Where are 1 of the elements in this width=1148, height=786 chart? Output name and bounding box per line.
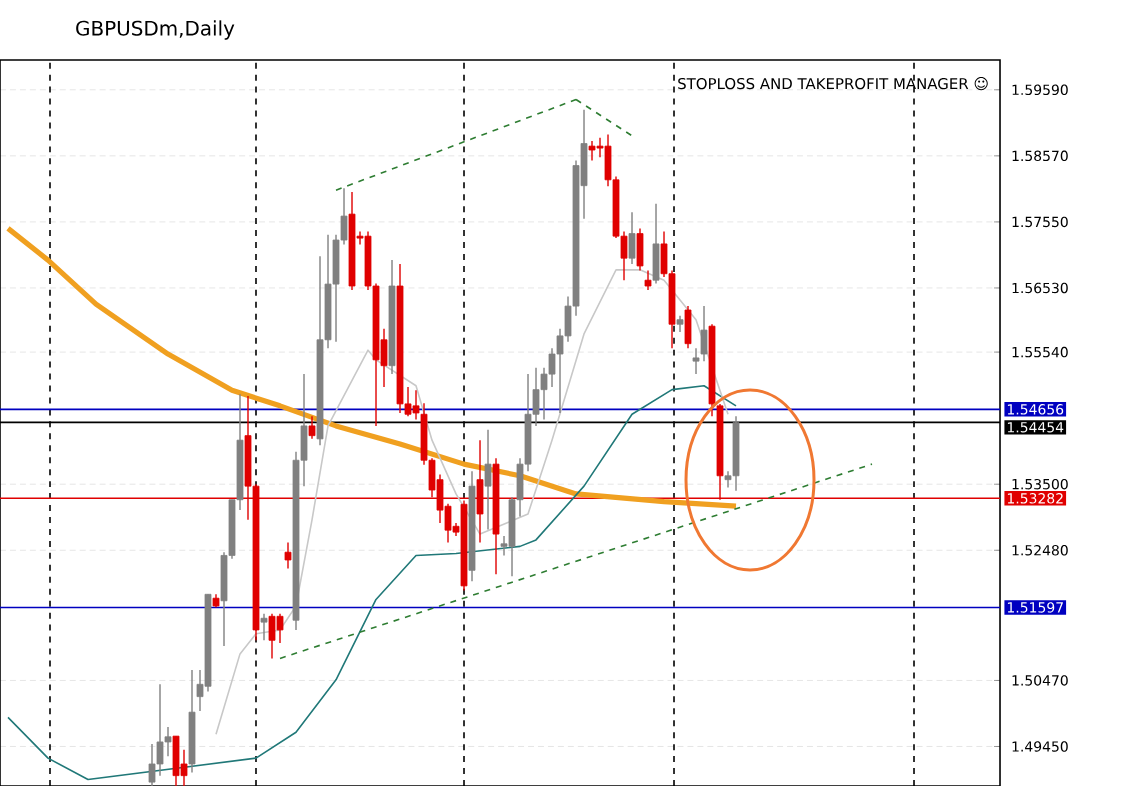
chart-title: GBPUSDm,Daily (76, 20, 235, 40)
